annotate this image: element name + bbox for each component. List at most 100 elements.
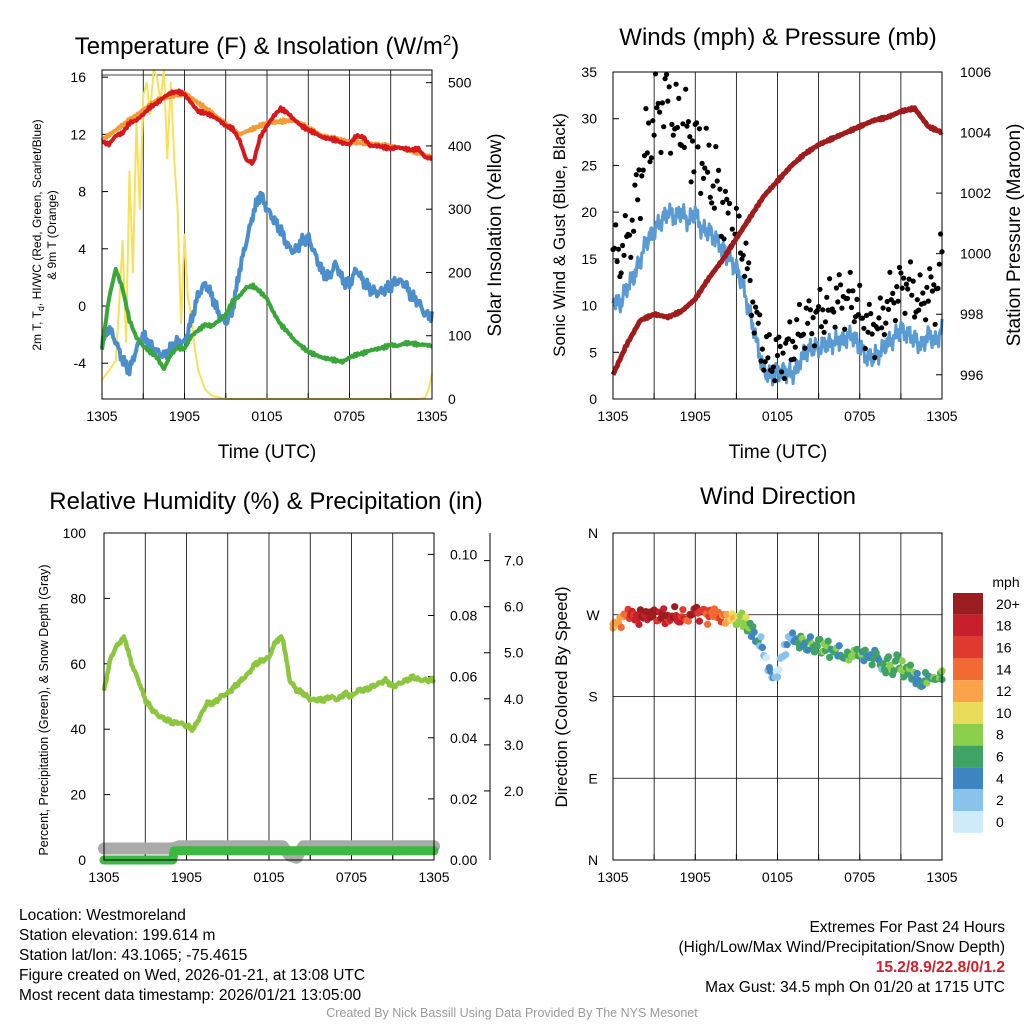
colorbar-title: mph [992, 574, 1019, 590]
wind-xtick-label: 1305 [926, 408, 957, 424]
snow-ytick-label: 4.0 [504, 691, 524, 707]
gust-point [753, 304, 759, 310]
gust-point [647, 159, 653, 165]
temp-xtick-label: 1305 [86, 408, 117, 424]
gust-point [868, 311, 874, 317]
rh-ytick-label: 100 [63, 525, 87, 541]
dir-title: Wind Direction [700, 483, 856, 510]
temp-xtick-label: 0105 [251, 408, 282, 424]
gust-point [929, 288, 936, 294]
gust-point [680, 121, 686, 127]
gust-point [629, 217, 635, 223]
gust-point [781, 375, 788, 382]
temp-2m-line [101, 88, 433, 166]
gust-point [761, 367, 767, 373]
direction-point [684, 617, 693, 625]
gust-point [832, 324, 838, 330]
direction-point [806, 633, 815, 641]
gust-point [757, 312, 763, 318]
gust-point [691, 169, 697, 175]
gust-point [859, 315, 866, 321]
colorbar-label: 6 [996, 749, 1004, 765]
extremes-title: Extremes For Past 24 Hours [809, 919, 1005, 936]
direction-point [804, 646, 812, 654]
gust-point [695, 144, 701, 150]
gust-point [636, 167, 642, 173]
gust-point [814, 307, 820, 314]
colorbar-swatch [953, 789, 983, 811]
gust-point [883, 320, 889, 326]
colorbar-swatch [953, 593, 983, 615]
colorbar-label: 16 [996, 640, 1012, 656]
gust-point [643, 106, 649, 112]
gust-point [923, 317, 929, 323]
gust-point [912, 314, 918, 320]
gust-point [925, 298, 931, 304]
gust-point [659, 100, 666, 106]
temp-y2tick-label: 500 [448, 75, 472, 91]
direction-point [660, 605, 668, 613]
temp-y2tick-label: 400 [448, 138, 472, 154]
temp-xtick-label: 1905 [169, 408, 200, 424]
gust-point [661, 124, 667, 130]
wind-ytick-label: 10 [581, 298, 597, 314]
gust-point [740, 252, 746, 258]
gust-point [910, 278, 916, 284]
gust-point [711, 205, 718, 211]
colorbar-swatch [953, 614, 983, 637]
rh-ytick-label: 20 [70, 787, 86, 803]
gust-point [639, 173, 645, 179]
direction-point [635, 620, 643, 629]
direction-point [835, 642, 843, 650]
dir-xtick-label: 0105 [762, 869, 793, 885]
gust-point [714, 178, 720, 184]
temp-y2tick-label: 0 [448, 391, 456, 407]
gust-point [844, 295, 851, 302]
rh-xtick-label: 0105 [253, 869, 284, 885]
gust-point [866, 301, 872, 307]
colorbar-label: 14 [996, 661, 1012, 677]
direction-point [758, 643, 767, 652]
temp-ytick-label: 12 [70, 126, 86, 142]
gust-point [921, 300, 927, 306]
gust-point [842, 326, 848, 332]
direction-point [735, 618, 743, 626]
gust-point [766, 332, 772, 338]
gust-point [824, 294, 830, 300]
gust-point [877, 295, 883, 301]
gust-point [700, 175, 707, 181]
dir-ytick-label: E [588, 770, 597, 786]
gust-point [896, 264, 903, 271]
temp-ytick-label: 8 [78, 184, 86, 200]
colorbar-swatch [953, 658, 983, 681]
gust-point [762, 359, 768, 365]
temp-ytick-label: -4 [74, 355, 87, 371]
gust-point [875, 326, 881, 332]
direction-point [884, 653, 893, 661]
gust-point [909, 292, 915, 298]
direction-point [695, 617, 704, 625]
gust-point [835, 299, 841, 305]
colorbar-swatch [953, 680, 983, 702]
temp-xtick-label: 1305 [416, 408, 447, 424]
colorbar-swatch [953, 811, 983, 833]
gust-point [720, 199, 726, 205]
colorbar-swatch [953, 745, 983, 768]
windchill-line [100, 190, 434, 377]
gust-point [733, 205, 740, 211]
gust-point [668, 150, 674, 156]
rh-ytick-label: 0 [78, 852, 86, 868]
wind-ylabel: Sonic Wind & Gust (Blue, Black) [550, 113, 569, 357]
dir-xtick-label: 1305 [597, 869, 628, 885]
temp-frame [101, 69, 433, 400]
gust-point [758, 358, 764, 364]
direction-point [767, 667, 775, 676]
gust-point [694, 120, 700, 126]
gust-point [705, 169, 711, 175]
rh-title: Relative Humidity (%) & Precipitation (i… [49, 488, 482, 515]
gust-point [892, 317, 899, 324]
dir-frame [612, 532, 943, 861]
gust-point [726, 200, 733, 207]
snow-ytick-label: 3.0 [504, 737, 524, 753]
gust-point [621, 252, 627, 258]
